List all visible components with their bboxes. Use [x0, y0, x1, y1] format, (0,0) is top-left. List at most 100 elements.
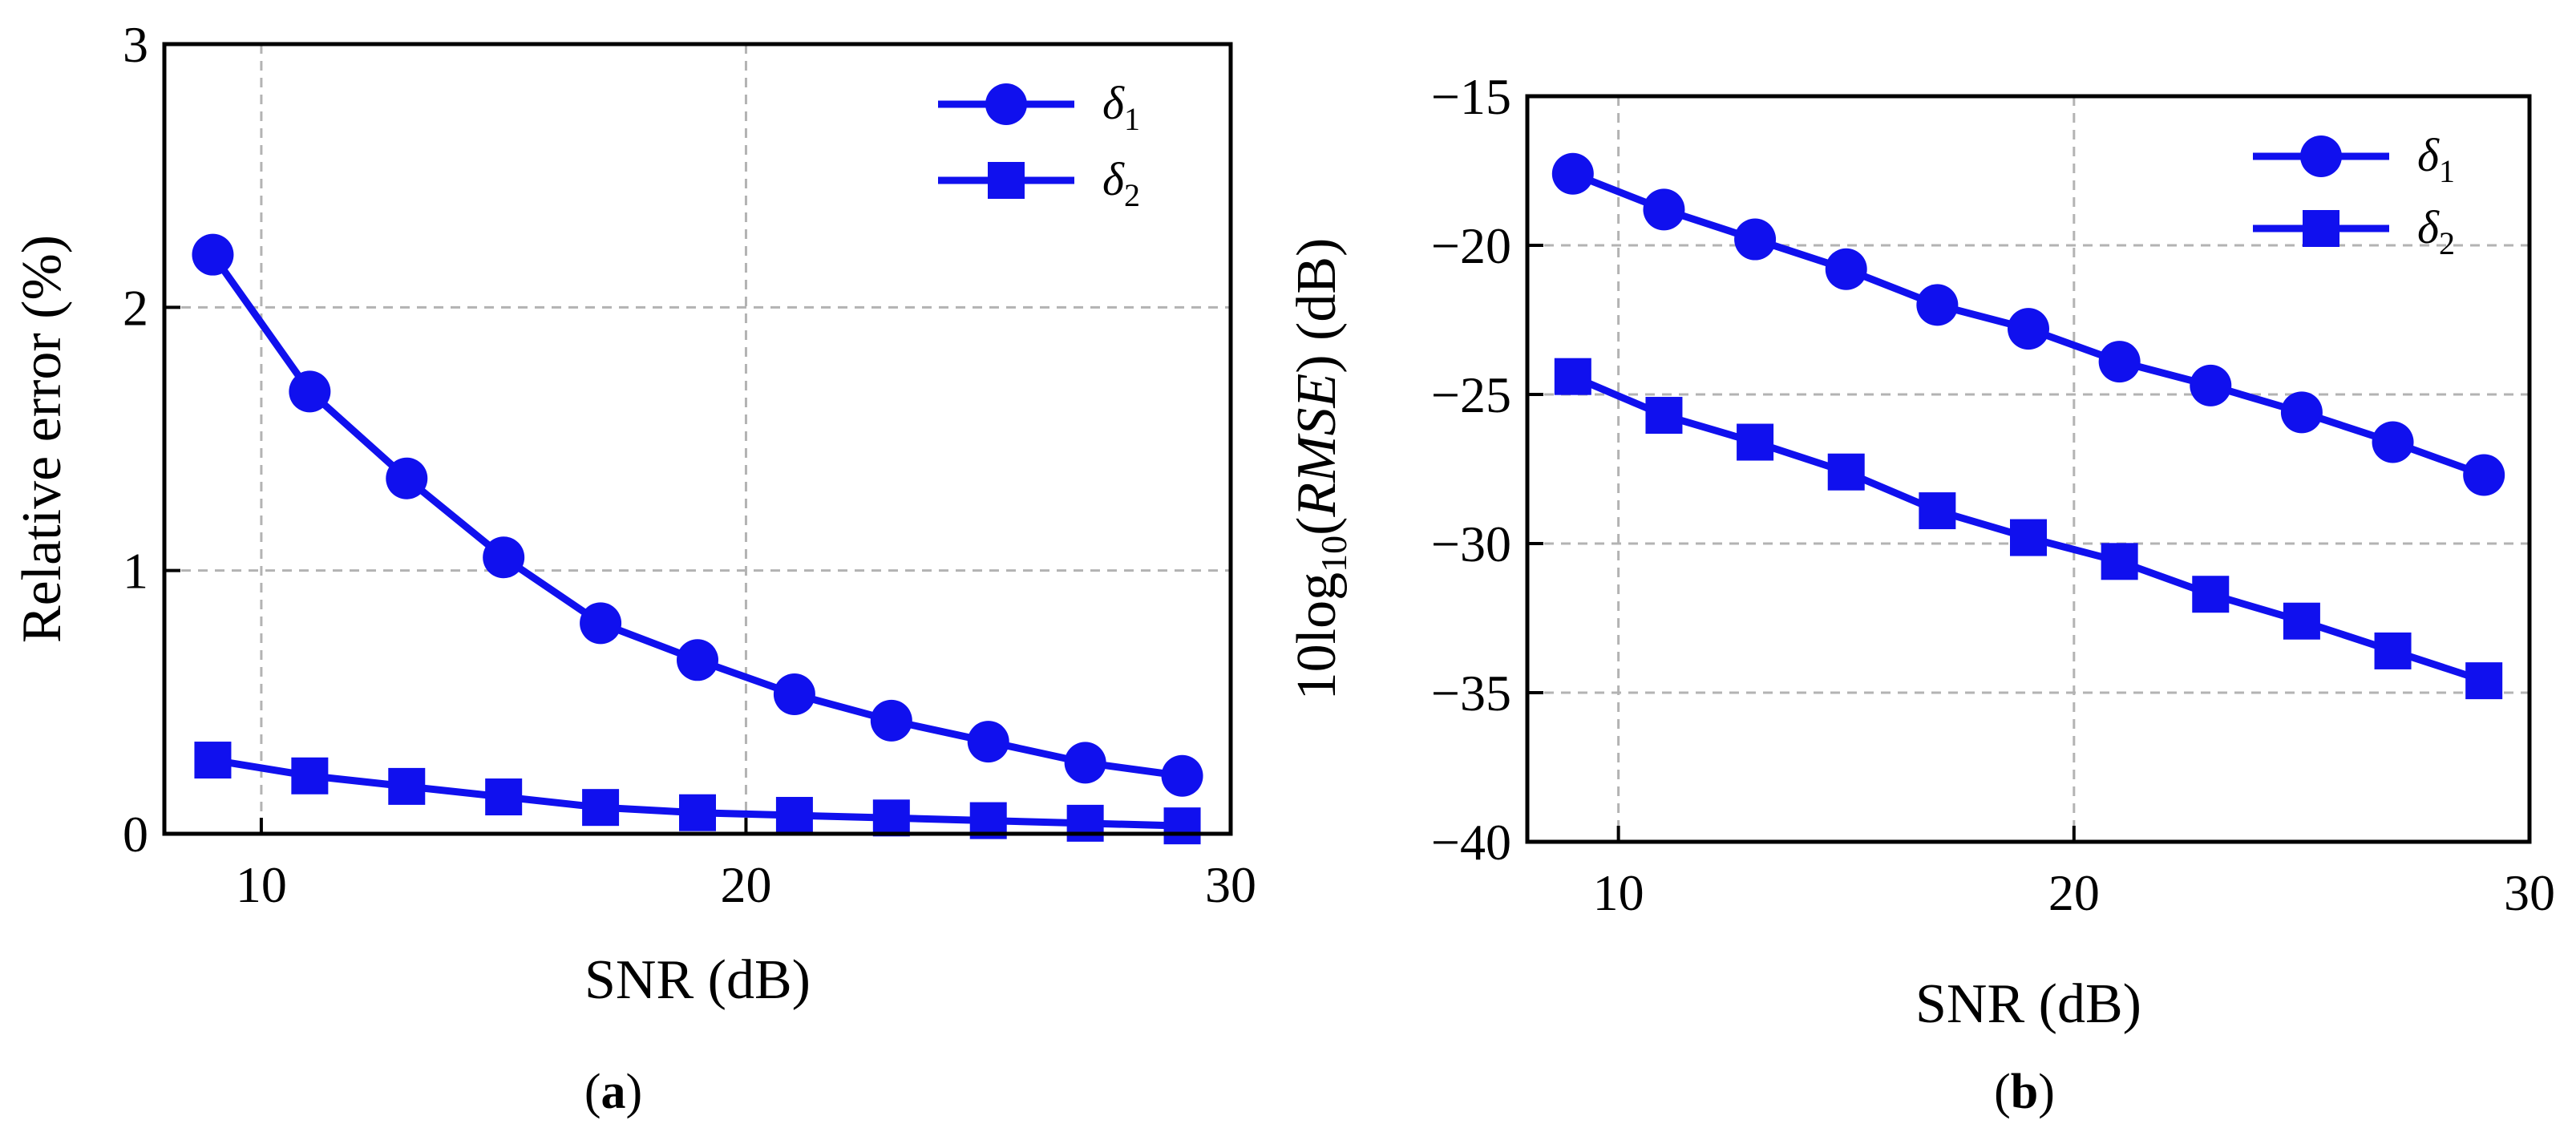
data-point-square [1645, 397, 1683, 435]
panel-b-caption: (b) [1994, 1065, 2055, 1119]
x-tick-label: 20 [2048, 864, 2100, 921]
data-point-circle [192, 233, 234, 276]
data-point-circle [1734, 218, 1777, 261]
data-point-square [388, 767, 426, 805]
data-point-square [1554, 358, 1591, 395]
y-tick-label: −20 [1431, 217, 1511, 274]
panel-a-y-axis-label: Relative error (%) [11, 235, 73, 643]
legend-symbol: δ [2417, 129, 2440, 181]
data-point-circle [967, 721, 1009, 763]
panel-b-axes-frame [1525, 94, 2532, 844]
y-tick-label: 3 [123, 16, 148, 73]
panel-a-ticks: 10 20 30 0 1 2 3 [123, 16, 1256, 913]
data-point-square [1163, 807, 1201, 845]
legend-subscript: 2 [1124, 177, 1140, 213]
series-line-circle [208, 251, 1187, 780]
legend-symbol: δ [1102, 77, 1125, 129]
ylabel-sub: 10 [1313, 536, 1354, 572]
y-tick-label: 2 [123, 279, 148, 336]
panel-b-caption-letter: b [2011, 1065, 2038, 1119]
ylabel-open: ( [1286, 517, 1348, 536]
panel-b-ticks: 10 20 30 −40 −35 −30 −25 −20 −15 [1431, 68, 2555, 921]
x-tick-label: 10 [1593, 864, 1644, 921]
y-tick-label: −30 [1431, 516, 1511, 572]
panel-a-series [192, 233, 1203, 845]
data-point-square [1827, 453, 1865, 491]
data-point-circle [1825, 248, 1867, 290]
data-point-circle [1643, 188, 1685, 231]
data-point-square [679, 794, 716, 831]
panel-b: 10 20 30−40−35−30−25−20−15 SNR (dB) 10log1… [1286, 68, 2555, 1119]
legend-subscript: 1 [2439, 153, 2455, 189]
legend-label: δ1 [1102, 77, 1140, 137]
panel-b-series [1551, 152, 2505, 700]
panel-b-gridlines [1527, 96, 2529, 842]
data-point-circle [2190, 364, 2232, 406]
data-point-circle [1064, 742, 1106, 784]
data-point-circle [1161, 754, 1203, 797]
y-tick-label: −40 [1431, 814, 1511, 871]
data-point-square [775, 797, 813, 835]
y-tick-label: −35 [1431, 665, 1511, 722]
x-tick-label: 30 [2504, 864, 2555, 921]
legend-subscript: 1 [1124, 101, 1140, 137]
x-tick-label: 20 [720, 856, 771, 913]
legend-label: δ1 [2417, 129, 2455, 189]
data-point-square [1919, 492, 1956, 530]
data-point-square [2101, 543, 2138, 580]
ylabel-var: RMSE [1286, 374, 1348, 518]
data-point-square [2192, 576, 2230, 613]
panel-a-axes-frame [162, 42, 1233, 836]
data-point-circle [580, 602, 622, 645]
ylabel-prefix: 10log [1286, 572, 1348, 700]
x-tick-label: 30 [1205, 856, 1256, 913]
data-point-circle [870, 699, 912, 742]
legend-marker-square [988, 162, 1025, 199]
data-point-square [2283, 602, 2320, 640]
legend-marker-square [2303, 210, 2339, 247]
data-point-circle [2372, 421, 2414, 463]
panel-b-x-axis-label: SNR (dB) [1915, 973, 2141, 1035]
panel-a-caption: (a) [584, 1065, 642, 1119]
data-point-square [194, 742, 232, 779]
panel-a: 10 20 30 0 1 2 3 SNR (dB) Relative error (%) δ… [11, 16, 1256, 1119]
legend-marker-circle [985, 83, 1027, 125]
data-point-circle [289, 370, 331, 413]
data-point-circle [1916, 284, 1959, 326]
panel-b-y-axis-label: 10log10(RMSE) (dB) [1286, 238, 1354, 701]
panel-a-x-axis-label: SNR (dB) [584, 949, 811, 1011]
data-point-square [1737, 423, 1774, 461]
data-point-circle [2098, 341, 2141, 383]
y-tick-label: −25 [1431, 366, 1511, 423]
legend-subscript: 2 [2439, 225, 2455, 261]
legend-label: δ2 [2417, 201, 2455, 261]
data-point-circle [1551, 152, 1594, 195]
data-point-circle [2008, 308, 2049, 350]
panel-a-caption-letter: a [601, 1065, 626, 1119]
data-point-circle [2280, 391, 2323, 434]
y-tick-label: −15 [1431, 68, 1511, 125]
ylabel-close: ) (dB) [1286, 238, 1348, 374]
data-point-square [2465, 662, 2503, 700]
data-point-circle [677, 639, 718, 681]
data-point-circle [483, 536, 525, 579]
data-point-circle [2463, 454, 2505, 496]
data-point-square [2374, 632, 2412, 669]
data-point-square [582, 789, 620, 827]
data-point-circle [773, 673, 815, 715]
data-point-square [1066, 804, 1104, 842]
data-point-circle [386, 457, 428, 499]
data-point-square [291, 757, 329, 794]
y-tick-label: 1 [123, 543, 148, 600]
legend-symbol: δ [2417, 201, 2440, 253]
y-tick-label: 0 [123, 806, 148, 863]
data-point-square [485, 778, 523, 816]
legend-label: δ2 [1102, 153, 1140, 213]
data-point-square [2010, 519, 2047, 556]
legend-symbol: δ [1102, 153, 1125, 205]
panel-a-gridlines [164, 44, 1231, 834]
x-tick-label: 10 [236, 856, 287, 913]
